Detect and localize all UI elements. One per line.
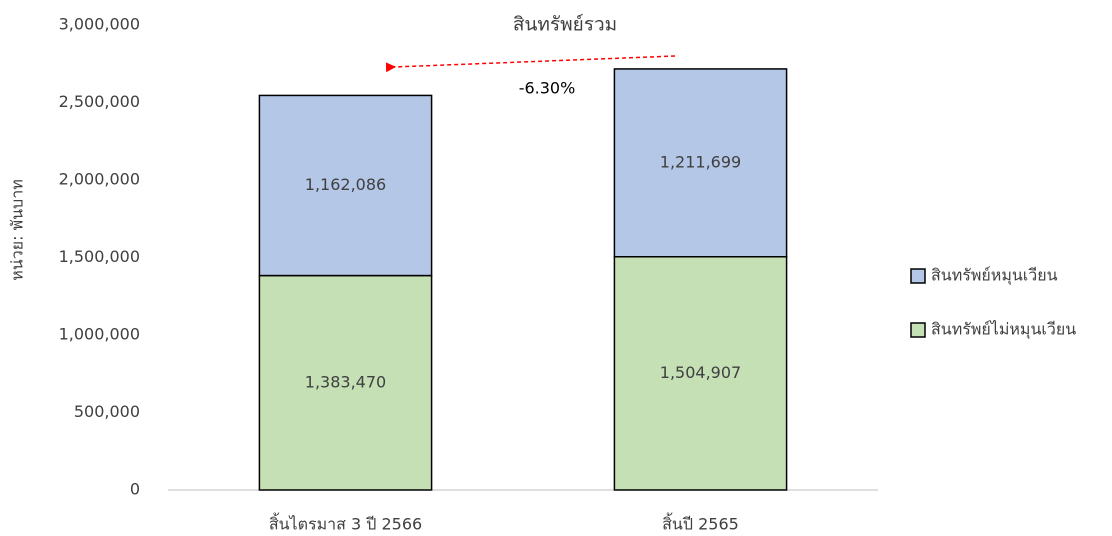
chart-title: สินทรัพย์รวม (513, 14, 617, 36)
legend-label: สินทรัพย์ไม่หมุนเวียน (931, 320, 1076, 340)
y-tick-label: 2,500,000 (59, 92, 140, 111)
y-tick-label: 2,000,000 (59, 170, 140, 189)
bar-segment (258, 94, 433, 277)
bar-segment (613, 68, 788, 258)
x-tick-label: สิ้นไตรมาส 3 ปี 2566 (269, 513, 422, 534)
legend-swatch (910, 322, 926, 338)
y-tick-label: 500,000 (74, 402, 140, 421)
y-tick-label: 1,000,000 (59, 325, 140, 344)
value-label: 1,383,470 (305, 372, 386, 391)
annotation: -6.30% (519, 79, 576, 98)
y-axis-label: หน่วย: พันบาท (8, 179, 27, 281)
x-tick-label: สิ้นปี 2565 (662, 513, 739, 534)
y-tick-label: 3,000,000 (59, 15, 140, 34)
value-label: 1,162,086 (305, 175, 386, 194)
y-tick-label: 0 (130, 480, 140, 499)
value-label: 1,504,907 (660, 363, 741, 382)
change-arrow (385, 55, 676, 73)
legend-label: สินทรัพย์หมุนเวียน (931, 266, 1058, 286)
value-label: 1,211,699 (660, 152, 741, 171)
legend-swatch (910, 268, 926, 284)
bar-segment (613, 255, 788, 491)
y-tick-label: 1,500,000 (59, 247, 140, 266)
bar-segment (258, 274, 433, 491)
